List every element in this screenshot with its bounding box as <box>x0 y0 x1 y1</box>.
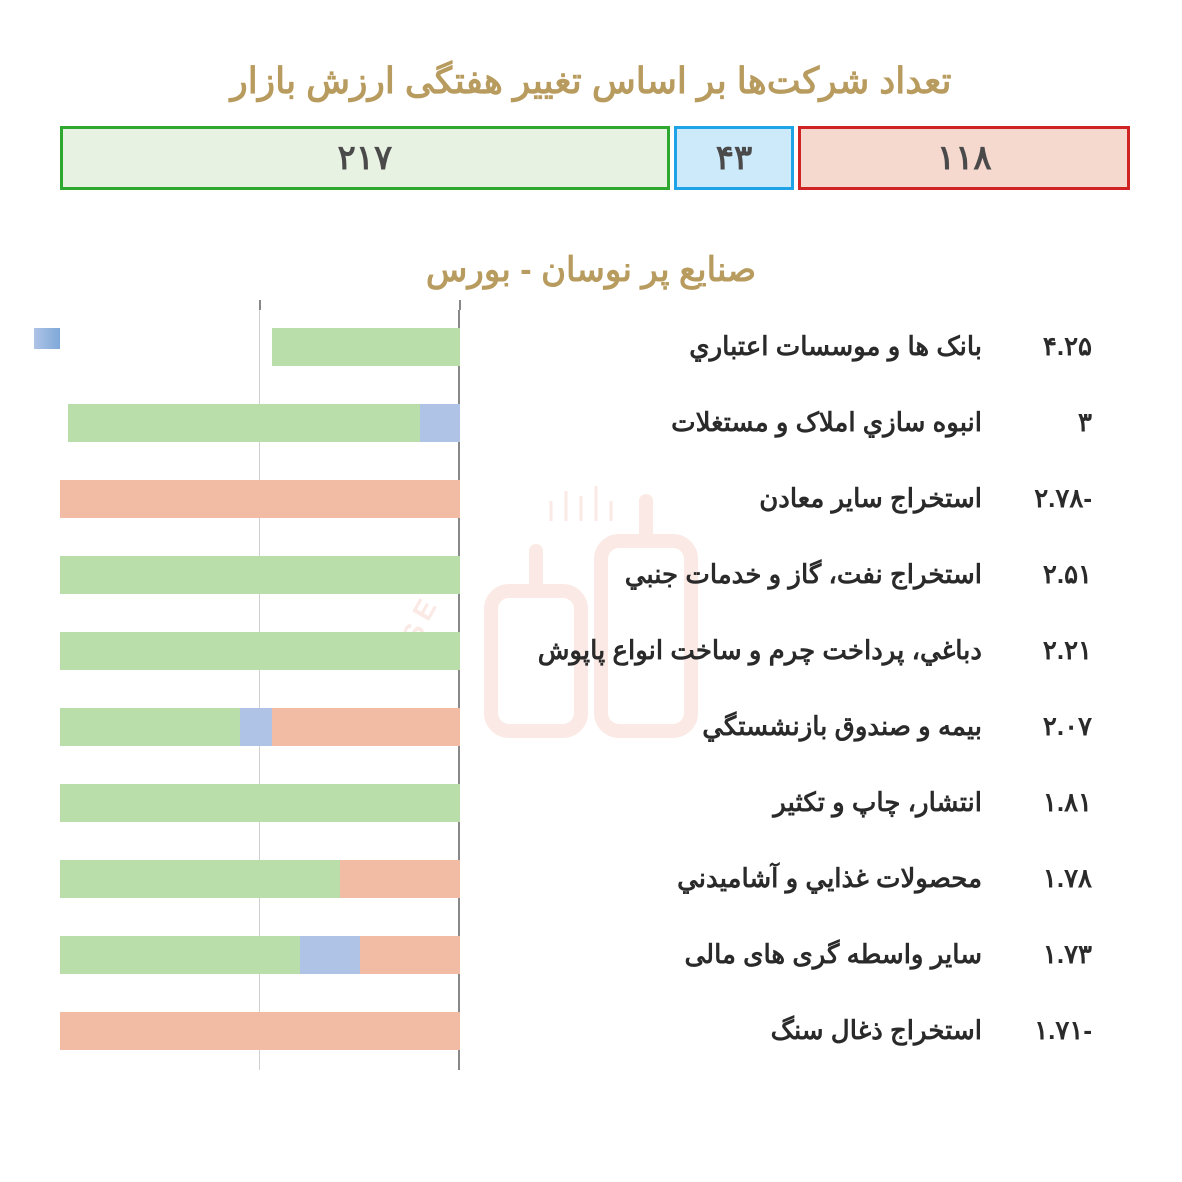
bar-segment <box>420 404 460 442</box>
row-label: ۲.۵۱ استخراج نفت، گاز و خدمات جنبي <box>460 559 1122 590</box>
bar-tail <box>34 328 60 349</box>
bar-segment <box>60 480 460 518</box>
bar-row <box>60 556 460 594</box>
row-label: ۲.۷۸- استخراج ساير معادن <box>460 483 1122 514</box>
row-value: ۲.۰۷ <box>1012 711 1092 742</box>
row-label: ۱.۷۳ ساير واسطه گری های مالی <box>460 939 1122 970</box>
bar-row <box>272 328 460 366</box>
bar-row <box>60 784 460 822</box>
bar-segment <box>272 708 460 746</box>
row-value: ۱.۷۳ <box>1012 939 1092 970</box>
row-name: انتشار، چاپ و تکثير <box>773 787 982 818</box>
bar-row <box>60 708 460 746</box>
row-name: ساير واسطه گری های مالی <box>684 939 982 970</box>
axis-tick <box>459 300 461 310</box>
row-value: ۲.۵۱ <box>1012 559 1092 590</box>
row-value: ۲.۷۸- <box>1012 483 1092 514</box>
row-label: ۴.۲۵ بانک ها و موسسات اعتباري <box>460 331 1122 362</box>
bar-segment <box>300 936 360 974</box>
top-title: تعداد شرکت‌ها بر اساس تغییر هفتگی ارزش ب… <box>60 60 1122 102</box>
row-label: ۲.۲۱ دباغي، پرداخت چرم و ساخت انواع پاپوش <box>460 635 1122 666</box>
bar-row <box>60 936 460 974</box>
bar-segment <box>60 860 340 898</box>
row-value: ۱.۸۱ <box>1012 787 1092 818</box>
row-name: محصولات غذايي و آشاميدني <box>677 863 982 894</box>
row-label: ۱.۷۱- استخراج ذغال سنگ <box>460 1015 1122 1046</box>
row-label: ۳ انبوه سازي املاک و مستغلات <box>460 407 1122 438</box>
chart-bars-column <box>60 310 460 1070</box>
row-name: انبوه سازي املاک و مستغلات <box>671 407 982 438</box>
row-name: استخراج ساير معادن <box>759 483 982 514</box>
chart-labels-column: ۴.۲۵ بانک ها و موسسات اعتباري ۳ انبوه سازي … <box>460 310 1122 1070</box>
top-segment-2: ۱۱۸ <box>798 126 1130 190</box>
bar-segment <box>60 632 460 670</box>
bar-segment <box>60 556 460 594</box>
bar-segment <box>240 708 272 746</box>
row-value: ۴.۲۵ <box>1012 331 1092 362</box>
row-value: ۲.۲۱ <box>1012 635 1092 666</box>
bar-row <box>60 1012 460 1050</box>
top-segment-1: ۴۳ <box>674 126 795 190</box>
bar-row <box>68 404 460 442</box>
row-label: ۲.۰۷ بيمه و صندوق بازنشستگي <box>460 711 1122 742</box>
bar-segment <box>60 936 300 974</box>
bar-segment <box>360 936 460 974</box>
top-segment-0: ۲۱۷ <box>60 126 670 190</box>
row-value: ۱.۷۸ <box>1012 863 1092 894</box>
bar-row <box>60 860 460 898</box>
row-name: استخراج نفت، گاز و خدمات جنبي <box>625 559 982 590</box>
row-label: ۱.۸۱ انتشار، چاپ و تکثير <box>460 787 1122 818</box>
row-name: بانک ها و موسسات اعتباري <box>689 331 982 362</box>
axis-tick <box>259 300 261 310</box>
row-name: بيمه و صندوق بازنشستگي <box>702 711 982 742</box>
bar-segment <box>340 860 460 898</box>
industries-chart: ۴.۲۵ بانک ها و موسسات اعتباري ۳ انبوه سازي … <box>60 310 1122 1070</box>
row-name: دباغي، پرداخت چرم و ساخت انواع پاپوش <box>538 635 982 666</box>
bar-segment <box>272 328 460 366</box>
bar-row <box>60 632 460 670</box>
chart-title: صنایع پر نوسان - بورس <box>60 250 1122 290</box>
bar-segment <box>60 708 240 746</box>
row-value: ۱.۷۱- <box>1012 1015 1092 1046</box>
row-name: استخراج ذغال سنگ <box>771 1015 982 1046</box>
bar-segment <box>68 404 420 442</box>
row-value: ۳ <box>1012 407 1092 438</box>
bar-segment <box>60 784 460 822</box>
row-label: ۱.۷۸ محصولات غذايي و آشاميدني <box>460 863 1122 894</box>
companies-count-bar: ۲۱۷۴۳۱۱۸ <box>60 126 1122 190</box>
bar-row <box>60 480 460 518</box>
bar-segment <box>60 1012 460 1050</box>
